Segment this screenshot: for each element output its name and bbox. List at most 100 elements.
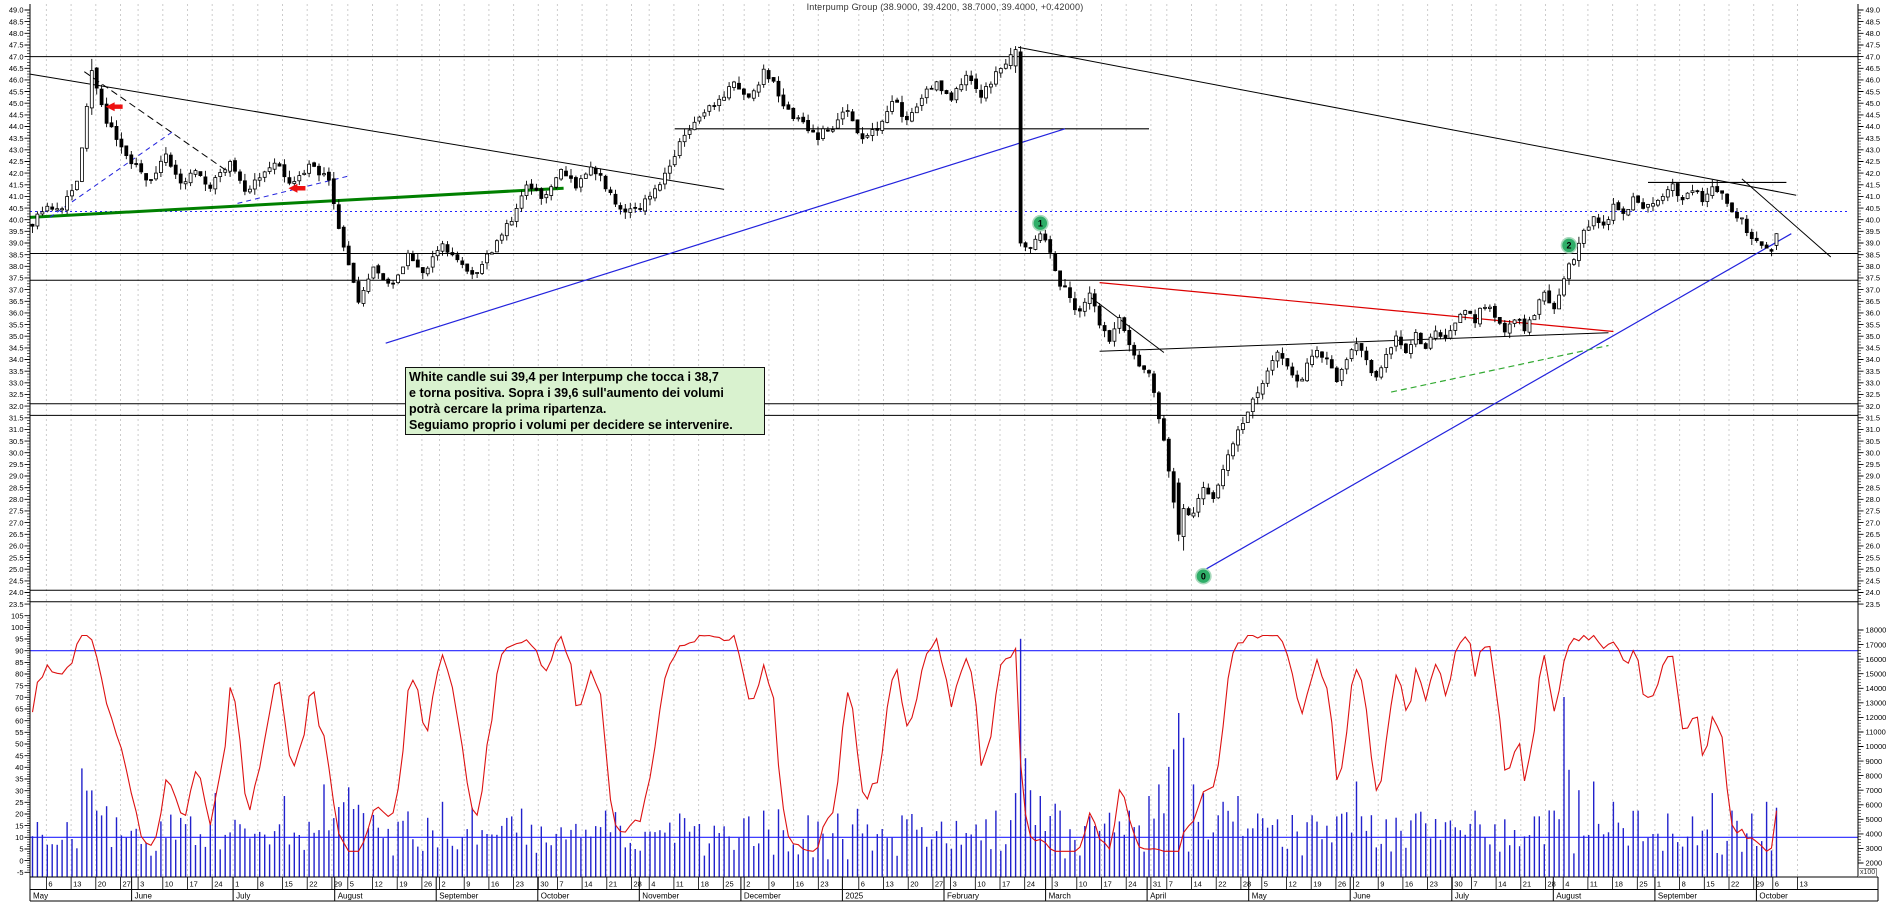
svg-text:23.5: 23.5 (1866, 600, 1881, 609)
svg-text:37.5: 37.5 (1866, 274, 1881, 283)
svg-text:October: October (541, 892, 570, 901)
svg-text:80: 80 (15, 670, 23, 679)
svg-text:21: 21 (1523, 880, 1531, 889)
svg-text:41.5: 41.5 (9, 180, 24, 189)
svg-text:10: 10 (15, 833, 23, 842)
svg-text:24: 24 (1027, 880, 1035, 889)
svg-text:16: 16 (1405, 880, 1413, 889)
svg-text:23.5: 23.5 (9, 600, 24, 609)
svg-text:27: 27 (123, 880, 131, 889)
svg-text:6: 6 (861, 880, 865, 889)
svg-text:8: 8 (1682, 880, 1686, 889)
svg-text:31: 31 (1153, 880, 1161, 889)
svg-text:February: February (947, 892, 979, 901)
svg-text:15: 15 (15, 821, 23, 830)
svg-text:21: 21 (609, 880, 617, 889)
svg-text:11000: 11000 (1866, 728, 1886, 737)
svg-text:23: 23 (820, 880, 828, 889)
svg-text:9: 9 (466, 880, 470, 889)
svg-text:40.0: 40.0 (9, 215, 24, 224)
svg-text:17: 17 (190, 880, 198, 889)
candles (30, 46, 1779, 551)
svg-text:November: November (642, 892, 679, 901)
svg-text:31.0: 31.0 (9, 425, 24, 434)
svg-text:20: 20 (910, 880, 918, 889)
svg-text:42.5: 42.5 (1866, 157, 1881, 166)
svg-text:8: 8 (260, 880, 264, 889)
svg-text:48.5: 48.5 (1866, 17, 1881, 26)
svg-text:October: October (1759, 892, 1788, 901)
svg-text:24.5: 24.5 (9, 577, 24, 586)
svg-text:September: September (439, 892, 478, 901)
trendline-pennant-mar-2025 (1089, 296, 1165, 353)
svg-text:25.0: 25.0 (9, 565, 24, 574)
trendline-uptrend-2025 (1205, 233, 1792, 570)
svg-text:5000: 5000 (1866, 815, 1883, 824)
svg-text:32.5: 32.5 (1866, 390, 1881, 399)
svg-text:34.0: 34.0 (9, 355, 24, 364)
svg-text:1: 1 (235, 880, 239, 889)
svg-text:31.5: 31.5 (9, 413, 24, 422)
svg-text:35.5: 35.5 (9, 320, 24, 329)
svg-text:June: June (135, 892, 153, 901)
svg-text:3000: 3000 (1866, 844, 1883, 853)
svg-text:33.5: 33.5 (9, 367, 24, 376)
svg-text:39.5: 39.5 (1866, 227, 1881, 236)
svg-text:44.0: 44.0 (9, 122, 24, 131)
svg-text:3: 3 (140, 880, 144, 889)
svg-text:29: 29 (334, 880, 342, 889)
svg-text:9: 9 (771, 880, 775, 889)
svg-text:43.0: 43.0 (1866, 146, 1881, 155)
svg-text:33.0: 33.0 (1866, 379, 1881, 388)
date-axis: 6 13 20 27 3 10 17 24 1 8 15 22 29 5 12 19 26 2 9 16 23 30 7 14… (29, 876, 1879, 902)
svg-text:9000: 9000 (1866, 757, 1883, 766)
svg-text:33.0: 33.0 (9, 379, 24, 388)
event-markers: 1 2 0 (1032, 214, 1578, 585)
svg-text:8000: 8000 (1866, 771, 1883, 780)
svg-text:45.0: 45.0 (9, 99, 24, 108)
svg-text:12000: 12000 (1866, 713, 1887, 722)
axis-labels: 49.0 49.0 48.5 48.5 48.0 48.0 47.5 47.5 47.0 47.0… (9, 6, 1886, 877)
svg-text:1: 1 (1657, 880, 1661, 889)
svg-text:46.0: 46.0 (1866, 76, 1881, 85)
svg-text:25.5: 25.5 (1866, 553, 1881, 562)
svg-text:45.5: 45.5 (1866, 87, 1881, 96)
svg-text:47.5: 47.5 (9, 41, 24, 50)
svg-text:26.0: 26.0 (9, 542, 24, 551)
svg-text:6000: 6000 (1866, 801, 1883, 810)
svg-text:10000: 10000 (1866, 742, 1887, 751)
volume-bars (31, 638, 1778, 877)
svg-text:95: 95 (15, 635, 23, 644)
svg-text:16: 16 (796, 880, 804, 889)
svg-text:20: 20 (15, 810, 23, 819)
svg-text:April: April (1150, 892, 1166, 901)
analysis-note: White candle sui 39,4 per Interpump che … (405, 367, 765, 435)
svg-text:49.0: 49.0 (1866, 6, 1881, 15)
svg-text:33.5: 33.5 (1866, 367, 1881, 376)
svg-text:4: 4 (1565, 880, 1569, 889)
svg-text:2: 2 (442, 880, 446, 889)
svg-text:47.0: 47.0 (9, 52, 24, 61)
svg-text:7: 7 (1169, 880, 1173, 889)
svg-text:39.5: 39.5 (9, 227, 24, 236)
svg-text:25: 25 (725, 880, 733, 889)
svg-text:27: 27 (935, 880, 943, 889)
svg-text:48.0: 48.0 (9, 29, 24, 38)
svg-text:37.0: 37.0 (1866, 285, 1881, 294)
svg-text:24: 24 (214, 880, 222, 889)
svg-text:27.0: 27.0 (9, 518, 24, 527)
svg-text:12: 12 (375, 880, 383, 889)
svg-text:38.0: 38.0 (1866, 262, 1881, 271)
svg-text:-5: -5 (17, 868, 24, 877)
svg-text:32.5: 32.5 (9, 390, 24, 399)
svg-text:41.5: 41.5 (1866, 180, 1881, 189)
svg-text:18: 18 (701, 880, 709, 889)
svg-text:45.0: 45.0 (1866, 99, 1881, 108)
svg-text:45.5: 45.5 (9, 87, 24, 96)
sell-arrow-icon (288, 183, 306, 193)
analysis-note-line-2: e torna positiva. Sopra i 39,6 sull'aume… (409, 386, 724, 400)
svg-text:August: August (1556, 892, 1582, 901)
event-marker-0: 0 (1195, 567, 1212, 585)
svg-text:July: July (236, 892, 250, 901)
